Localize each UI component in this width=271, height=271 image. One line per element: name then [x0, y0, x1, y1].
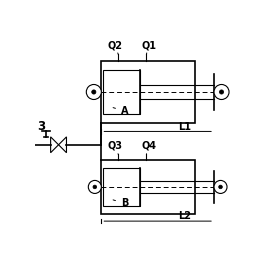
Text: Q3: Q3 [108, 141, 123, 154]
Text: Q2: Q2 [108, 40, 123, 54]
Text: Q4: Q4 [141, 141, 156, 154]
Circle shape [93, 185, 97, 189]
Bar [101, 61, 195, 123]
Circle shape [220, 90, 224, 94]
Text: A: A [113, 106, 128, 116]
Text: Q1: Q1 [141, 40, 156, 54]
Circle shape [214, 85, 229, 99]
Text: 3: 3 [37, 120, 45, 133]
Text: B: B [113, 198, 128, 208]
Text: L1: L1 [178, 122, 191, 132]
Bar [104, 70, 140, 114]
Bar [104, 168, 140, 206]
Circle shape [86, 85, 101, 99]
Circle shape [92, 90, 96, 94]
Circle shape [219, 185, 222, 189]
Circle shape [88, 180, 101, 193]
Bar [101, 160, 195, 214]
Text: L2: L2 [178, 211, 191, 221]
Circle shape [214, 180, 227, 193]
